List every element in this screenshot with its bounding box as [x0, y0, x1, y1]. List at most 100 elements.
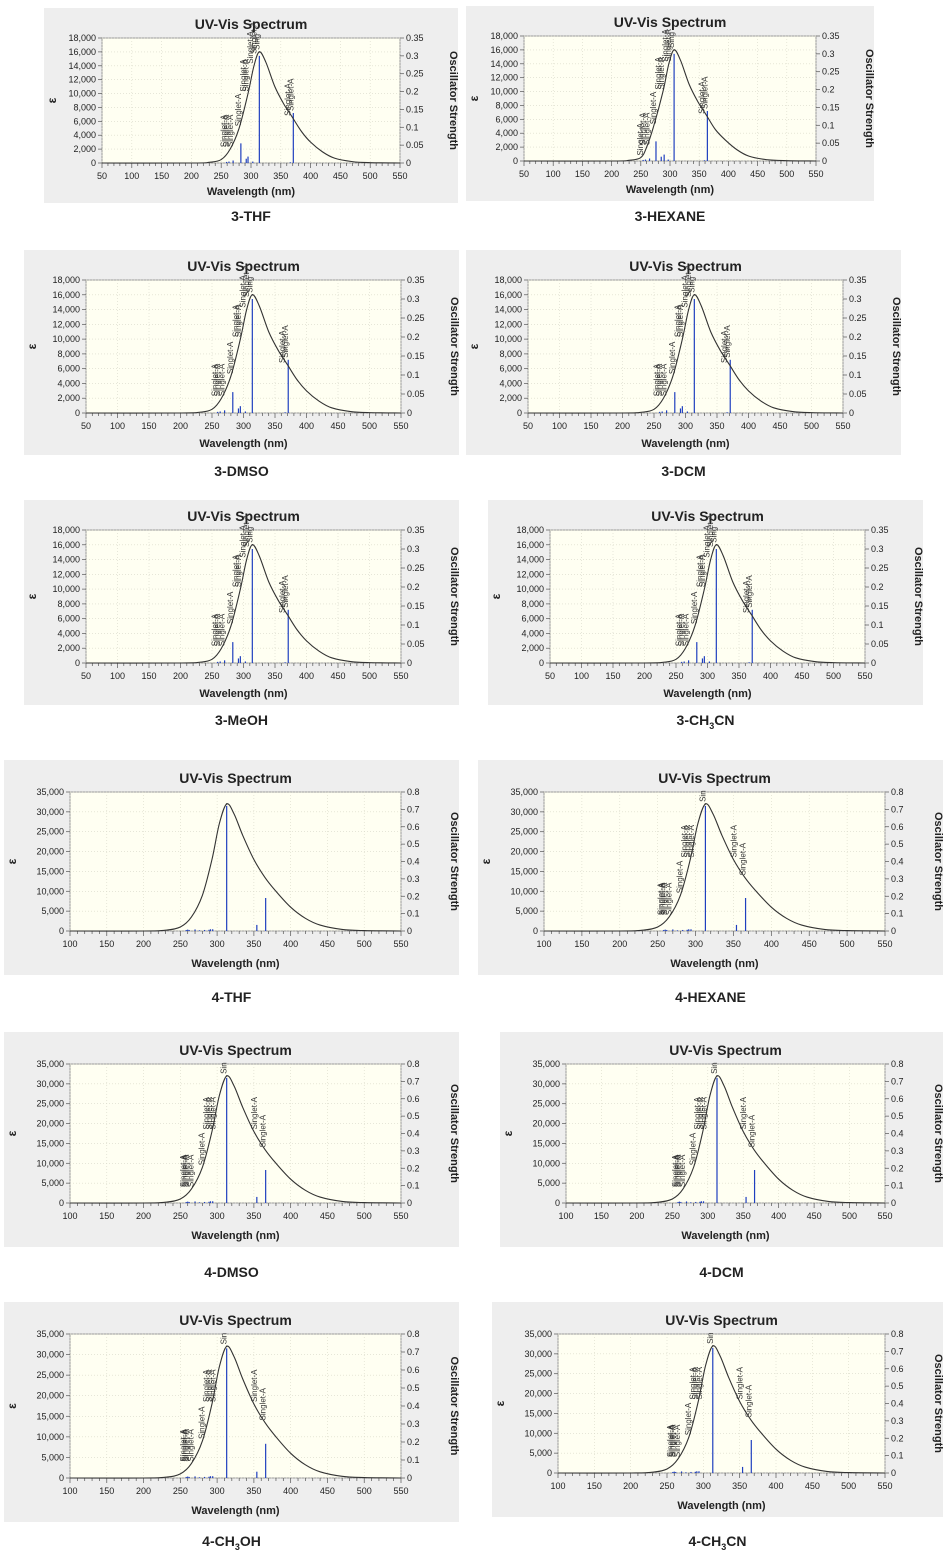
- spectrum-peak: [225, 1345, 228, 1348]
- y-tick-label: 10,000: [516, 584, 544, 594]
- transition-label: Singlet-A: [748, 1114, 757, 1147]
- y-tick-label: 35,000: [36, 1059, 64, 1069]
- x-tick-label: 150: [99, 1211, 114, 1221]
- y2-tick-label: 0.35: [822, 31, 840, 41]
- transition-label: Sing: [709, 527, 718, 543]
- panel-caption: 4-HEXANE: [675, 989, 746, 1005]
- x-tick-label: 100: [62, 939, 77, 949]
- transition-label: Singlet-A: [231, 304, 240, 337]
- y2-tick-label: 0.7: [407, 804, 420, 814]
- y2-tick-label: 0.05: [406, 140, 424, 150]
- x-tick-label: 150: [141, 671, 156, 681]
- x-tick-label: 150: [141, 421, 156, 431]
- y2-axis-label: Oscillator Strength: [863, 49, 874, 148]
- x-tick-label: 50: [519, 169, 529, 179]
- x-tick-label: 400: [741, 421, 756, 431]
- y-tick-label: 15,000: [36, 1411, 64, 1421]
- x-tick-label: 550: [835, 421, 850, 431]
- x-tick-label: 100: [124, 171, 139, 181]
- y-tick-label: 30,000: [36, 1079, 64, 1089]
- transition-label: Singlet-A: [209, 1369, 218, 1402]
- y-tick-label: 10,000: [510, 886, 538, 896]
- x-tick-label: 450: [750, 169, 765, 179]
- transition-label: Singlet-A: [187, 1428, 196, 1461]
- x-tick-label: 200: [136, 1211, 151, 1221]
- y-tick-label: 10,000: [36, 886, 64, 896]
- x-tick-label: 450: [802, 939, 817, 949]
- y-tick-label: 8,000: [57, 349, 80, 359]
- x-tick-label: 50: [545, 671, 555, 681]
- transition-label: Singlet-A: [699, 1096, 708, 1129]
- spectrum-peak: [225, 1075, 228, 1077]
- y-tick-label: 15,000: [36, 866, 64, 876]
- x-axis-label: Wavelength (nm): [199, 688, 288, 700]
- y2-tick-label: 0.7: [407, 1076, 420, 1086]
- transition-label: Singlet-A: [205, 1096, 214, 1129]
- spectrum-curve: [85, 294, 402, 414]
- y2-tick-label: 0.05: [849, 389, 867, 399]
- x-tick-label: 250: [646, 421, 661, 431]
- y2-tick-label: 0.8: [407, 1059, 420, 1069]
- x-tick-label: 100: [62, 1486, 77, 1496]
- y-tick-label: 0: [547, 1468, 552, 1478]
- y2-tick-label: 0.25: [871, 563, 889, 573]
- chart-panel: UV-Vis Spectrum 100 150 200 250 300 350 400 450 5…: [500, 1032, 943, 1247]
- chart-panel: UV-Vis Spectrum 50 100 150 200 250 300 350 400 45…: [24, 250, 459, 455]
- x-tick-label: 250: [633, 169, 648, 179]
- x-tick-label: 100: [110, 421, 125, 431]
- y-tick-label: 10,000: [52, 334, 80, 344]
- chart-panel: UV-Vis Spectrum 100 150 200 250 300 350 400 450 5…: [492, 1302, 943, 1517]
- y2-tick-label: 0.1: [891, 1181, 904, 1191]
- spectrum-peak: [225, 803, 228, 805]
- y-tick-label: 8,000: [499, 349, 522, 359]
- y2-tick-label: 0.6: [891, 1364, 904, 1374]
- transition-label: Sing: [667, 32, 676, 48]
- y-tick-label: 4,000: [57, 628, 80, 638]
- transition-label: Singlet-A: [671, 1154, 680, 1187]
- transition-label: Singlet-A: [242, 58, 251, 91]
- panel-caption: 4-CH3OH: [4, 1533, 459, 1552]
- transition-label: Singlet-A: [677, 613, 686, 646]
- x-tick-label: 150: [605, 671, 620, 681]
- y-tick-label: 25,000: [524, 1369, 552, 1379]
- y2-tick-label: 0.5: [407, 1383, 420, 1393]
- x-tick-label: 500: [357, 1486, 372, 1496]
- y2-tick-label: 0.7: [891, 1346, 904, 1356]
- transition-label: Singlet-A: [281, 575, 290, 608]
- y-tick-label: 15,000: [510, 866, 538, 876]
- y-tick-label: 8,000: [521, 599, 544, 609]
- y-axis-label: ε: [25, 593, 39, 599]
- x-tick-label: 300: [243, 171, 258, 181]
- y2-tick-label: 0: [849, 408, 854, 418]
- transition-label: Singlet-A: [723, 325, 732, 358]
- chart-title: UV-Vis Spectrum: [669, 1042, 782, 1058]
- y-tick-label: 10,000: [524, 1428, 552, 1438]
- transition-label: Singlet-A: [238, 524, 247, 557]
- y-tick-label: 20,000: [532, 1119, 560, 1129]
- y-axis-label: ε: [25, 343, 39, 349]
- panel-caption: 4-THF: [211, 989, 252, 1005]
- x-tick-label: 550: [877, 1211, 892, 1221]
- y2-tick-label: 0.35: [407, 525, 425, 535]
- y-tick-label: 20,000: [36, 847, 64, 857]
- plot-area: [69, 1333, 402, 1479]
- transition-label: Singlet-A: [674, 1154, 683, 1187]
- spectrum-peak: [258, 51, 261, 53]
- x-tick-label: 500: [841, 1481, 856, 1491]
- y-axis-label: ε: [5, 1130, 19, 1136]
- y2-axis-label: Oscillator Strength: [447, 51, 458, 150]
- x-tick-label: 100: [574, 671, 589, 681]
- y-tick-label: 30,000: [524, 1349, 552, 1359]
- x-tick-label: 150: [594, 1211, 609, 1221]
- y2-tick-label: 0.1: [407, 1181, 420, 1191]
- transition-label: Sin: [706, 1332, 715, 1344]
- y2-axis-label: Oscillator Strength: [448, 1356, 459, 1455]
- spectrum-curve: [557, 1345, 886, 1474]
- x-axis-label: Wavelength (nm): [191, 1505, 280, 1517]
- spectrum-curve: [543, 803, 886, 932]
- y2-tick-label: 0.3: [891, 1416, 904, 1426]
- panel-caption: 3-HEXANE: [634, 208, 706, 224]
- y-tick-label: 0: [59, 1473, 64, 1483]
- y-tick-label: 18,000: [52, 525, 80, 535]
- y2-tick-label: 0.2: [407, 582, 420, 592]
